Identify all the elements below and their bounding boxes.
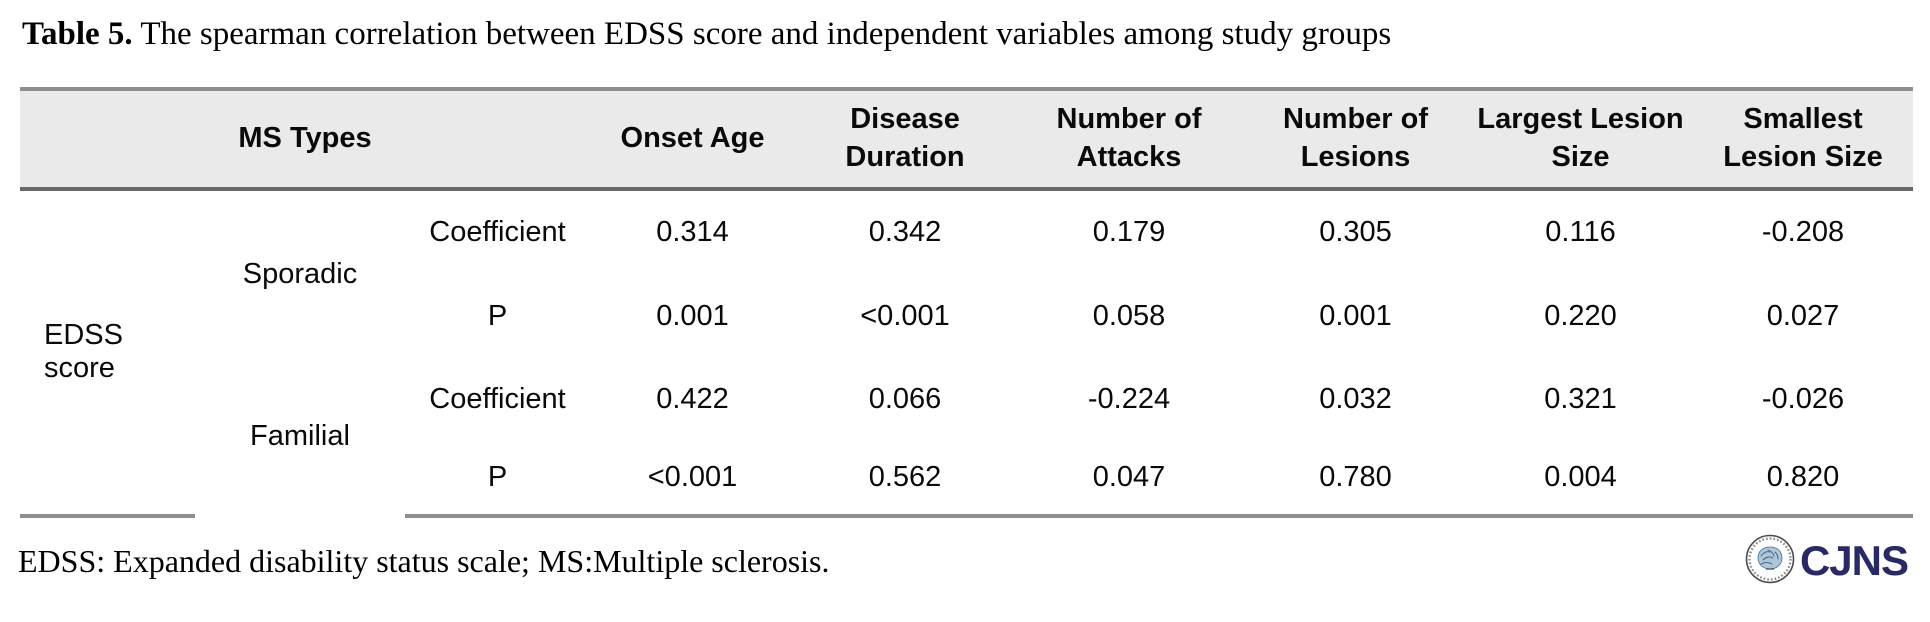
table-caption: Table 5. The spearman correlation betwee… xyxy=(22,12,1930,57)
table-row-sporadic-coefficient: EDSS score Sporadic Coefficient 0.314 0.… xyxy=(20,188,1913,518)
abbreviations-note: EDSS: Expanded disability status scale; … xyxy=(18,542,830,579)
col-header-largest-lesion-size: Largest Lesion Size xyxy=(1468,86,1694,191)
cjns-logo: CJNS xyxy=(1745,534,1909,589)
header-row: MS Types Onset Age Disease Duration Numb… xyxy=(20,86,1914,191)
stat-label-coefficient: Coefficient xyxy=(429,383,566,416)
table-row-familial-p: P <0.001 0.562 0.047 0.780 0.004 0.820 xyxy=(20,441,1914,518)
cjns-seal-icon xyxy=(1745,534,1795,589)
value-cell: -0.208 xyxy=(1761,216,1845,249)
row-group-label-edss-score: EDSS score xyxy=(20,188,195,518)
table-caption-number: Table 5. xyxy=(22,16,133,52)
value-cell: 0.820 xyxy=(1693,441,1914,518)
table-caption-text: The spearman correlation between EDSS sc… xyxy=(140,16,1392,52)
stat-label-p: P xyxy=(405,441,591,518)
table-footer: EDSS: Expanded disability status scale; … xyxy=(18,534,1909,589)
col-header-number-of-attacks: Number of Attacks xyxy=(1015,86,1244,191)
col-header-smallest-lesion-size: Smallest Lesion Size xyxy=(1693,86,1914,191)
value-cell: -0.224 xyxy=(1087,383,1171,416)
value-cell: 0.562 xyxy=(795,441,1016,518)
value-cell: 0.305 xyxy=(1319,216,1392,249)
value-cell: 0.179 xyxy=(1092,216,1166,249)
cjns-logo-text: CJNS xyxy=(1799,537,1909,585)
value-cell: 0.220 xyxy=(1544,299,1617,332)
value-cell: 0.058 xyxy=(1092,299,1166,332)
table-row-sporadic-p: P 0.001 <0.001 0.058 0.001 0.220 0.027 xyxy=(20,275,1913,358)
col-header-ms-types: MS Types xyxy=(20,86,591,191)
stat-label-p: P xyxy=(487,299,508,332)
col-header-number-of-lesions: Number of Lesions xyxy=(1243,86,1469,191)
value-cell: 0.066 xyxy=(868,383,942,416)
col-header-disease-duration: Disease Duration xyxy=(795,86,1016,191)
stat-label-coefficient: Coefficient xyxy=(429,216,566,249)
value-cell: 0.116 xyxy=(1545,216,1616,249)
value-cell: 0.342 xyxy=(868,216,942,249)
value-cell: -0.026 xyxy=(1761,383,1845,416)
value-cell: <0.001 xyxy=(590,441,796,518)
value-cell: 0.001 xyxy=(656,299,729,332)
group-label-sporadic: Sporadic xyxy=(242,257,358,290)
table-row-familial-coefficient: Familial Coefficient 0.422 0.066 -0.224 … xyxy=(20,358,1913,452)
value-cell: 0.047 xyxy=(1015,441,1244,518)
correlation-table: MS Types Onset Age Disease Duration Numb… xyxy=(20,86,1914,518)
col-header-onset-age: Onset Age xyxy=(590,86,796,191)
value-cell: 0.314 xyxy=(656,216,729,249)
value-cell: 0.422 xyxy=(656,383,729,416)
value-cell: 0.004 xyxy=(1468,441,1694,518)
value-cell: 0.032 xyxy=(1319,383,1392,416)
value-cell: <0.001 xyxy=(860,299,950,332)
value-cell: 0.001 xyxy=(1319,299,1392,332)
value-cell: 0.321 xyxy=(1544,383,1617,416)
value-cell: 0.027 xyxy=(1766,299,1840,332)
group-label-familial: Familial xyxy=(250,420,350,453)
value-cell: 0.780 xyxy=(1243,441,1469,518)
